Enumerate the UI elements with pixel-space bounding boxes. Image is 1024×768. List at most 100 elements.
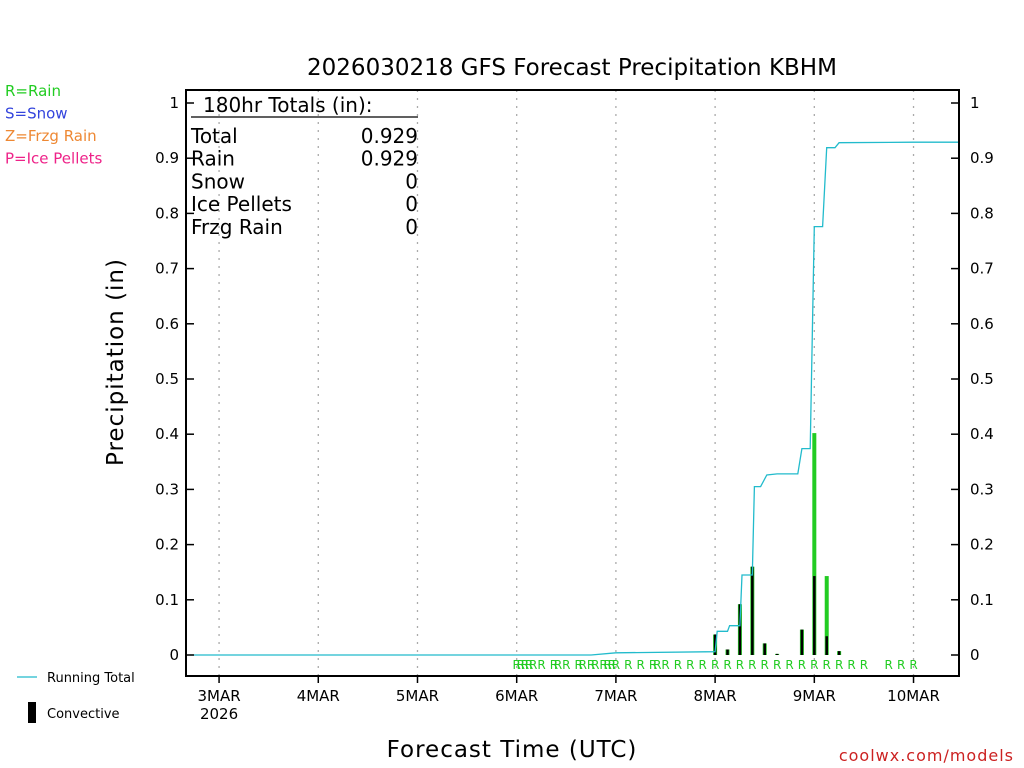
totals-row-value: 0 — [405, 169, 418, 193]
convective-bar — [751, 566, 754, 655]
precip-type-mark: R — [773, 658, 781, 672]
y-tick-label-right: 1 — [970, 94, 980, 112]
convective-swatch — [28, 702, 36, 723]
totals-row-value: 0 — [405, 215, 418, 239]
type-legend-item: R=Rain — [5, 82, 61, 100]
precip-type-mark: R — [562, 658, 570, 672]
precip-type-mark: R — [835, 658, 843, 672]
precip-type-mark: R — [579, 658, 587, 672]
x-tick-label: 5MAR — [396, 687, 439, 705]
precip-type-mark: R — [529, 658, 537, 672]
y-tick-label: 1 — [169, 94, 179, 112]
type-legend-item: P=Ice Pellets — [5, 150, 102, 168]
precip-type-mark: R — [748, 658, 756, 672]
precip-type-mark: R — [785, 658, 793, 672]
convective-bar — [738, 604, 742, 655]
x-tick-label: 4MAR — [297, 687, 340, 705]
x-axis-label: Forecast Time (UTC) — [387, 737, 638, 763]
precip-type-mark: R — [599, 658, 607, 672]
convective-bar — [775, 653, 779, 655]
precip-type-mark: R — [847, 658, 855, 672]
precip-type-mark: R — [736, 658, 744, 672]
convective-bar — [726, 649, 729, 655]
precip-type-mark: R — [575, 658, 583, 672]
precip-type-mark: R — [612, 658, 620, 672]
y-tick-label-right: 0.6 — [970, 315, 994, 333]
precip-type-mark: R — [624, 658, 632, 672]
y-tick-label: 0.9 — [155, 149, 179, 167]
precip-type-mark: R — [686, 658, 694, 672]
y-tick-label-right: 0 — [970, 646, 980, 664]
x-tick-label: 8MAR — [694, 687, 737, 705]
precip-type-legend: R=Rain S=Snow Z=Frzg Rain P=Ice Pellets — [5, 82, 102, 168]
totals-rows: Total 0.929 Rain 0.929 Snow 0 Ice Pellets 0 Frzg… — [190, 124, 418, 239]
y-axis-label: Precipitation (in) — [103, 258, 129, 466]
precip-type-mark: R — [554, 658, 562, 672]
y-tick-label: 0.2 — [155, 536, 179, 554]
precip-type-mark: R — [649, 658, 657, 672]
y-tick-label: 0.6 — [155, 315, 179, 333]
convective-bar — [837, 651, 841, 655]
running-total-line — [190, 141, 959, 656]
totals-row-label: Total — [190, 124, 238, 148]
series-legend: Running Total Convective — [17, 671, 135, 723]
convective-bar — [813, 576, 816, 655]
precip-type-mark: R — [909, 658, 917, 672]
convective-bar — [825, 636, 828, 655]
rain-bar — [824, 576, 829, 655]
convective-legend-label: Convective — [47, 707, 120, 722]
chart-title: 2026030218 GFS Forecast Precipitation KB… — [307, 55, 837, 81]
rain-bar — [812, 433, 817, 655]
precip-type-mark: R — [661, 658, 669, 672]
convective-bar — [763, 643, 766, 655]
running-total-legend-label: Running Total — [47, 671, 135, 686]
precip-type-mark: R — [587, 658, 595, 672]
x-tick-label: 3MAR — [197, 687, 240, 705]
totals-row-value: 0 — [405, 192, 418, 216]
precip-type-mark: R — [513, 658, 521, 672]
precip-type-mark: R — [810, 658, 818, 672]
y-axis-right: 0 0.1 0.2 0.3 0.4 0.5 0.6 0.7 0.8 0.9 1 — [951, 94, 994, 664]
y-tick-label: 0.1 — [155, 591, 179, 609]
totals-row-label: Ice Pellets — [191, 192, 292, 216]
y-tick-label: 0 — [169, 646, 179, 664]
precip-type-mark: R — [603, 658, 611, 672]
totals-header: 180hr Totals (in): — [203, 93, 373, 117]
y-tick-label: 0.8 — [155, 204, 179, 222]
convective-bar — [713, 634, 717, 655]
totals-row-value: 0.929 — [361, 147, 418, 171]
precip-type-mark: R — [521, 658, 529, 672]
precip-type-mark: R — [537, 658, 545, 672]
totals-box: 180hr Totals (in): Total 0.929 Rain 0.929 Sn… — [190, 93, 418, 239]
precip-type-mark: R — [711, 658, 719, 672]
totals-row-value: 0.929 — [361, 124, 418, 148]
y-tick-label: 0.4 — [155, 425, 179, 443]
y-tick-label-right: 0.8 — [970, 204, 994, 222]
y-tick-label-right: 0.1 — [970, 591, 994, 609]
precip-type-mark: R — [517, 658, 525, 672]
precip-type-mark: R — [885, 658, 893, 672]
y-tick-label-right: 0.4 — [970, 425, 994, 443]
precip-type-mark: R — [897, 658, 905, 672]
precip-type-mark: R — [637, 658, 645, 672]
type-legend-item: Z=Frzg Rain — [5, 127, 97, 145]
precip-type-mark: R — [591, 658, 599, 672]
site-credit: coolwx.com/models — [839, 746, 1014, 765]
x-tick-sublabel: 2026 — [200, 705, 238, 723]
convective-bar — [800, 629, 804, 655]
precip-type-mark: R — [860, 658, 868, 672]
precip-bars — [713, 433, 842, 655]
totals-row-label: Frzg Rain — [191, 215, 283, 239]
totals-row-label: Rain — [191, 147, 235, 171]
x-tick-label: 6MAR — [495, 687, 538, 705]
y-tick-label-right: 0.7 — [970, 260, 994, 278]
y-tick-label-right: 0.2 — [970, 536, 994, 554]
y-tick-label-right: 0.9 — [970, 149, 994, 167]
y-tick-label-right: 0.5 — [970, 370, 994, 388]
precip-type-mark: R — [761, 658, 769, 672]
plot-frame — [185, 89, 960, 677]
precip-type-mark: R — [723, 658, 731, 672]
